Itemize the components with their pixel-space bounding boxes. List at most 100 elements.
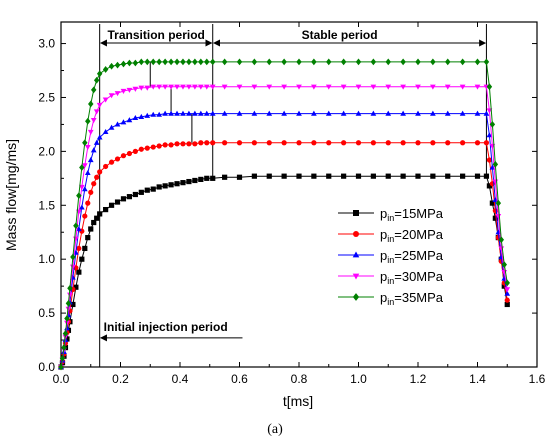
data-point	[251, 84, 258, 90]
data-point	[93, 109, 100, 115]
data-point	[352, 293, 360, 301]
data-point	[91, 181, 97, 187]
data-point	[355, 84, 362, 90]
data-point	[108, 93, 115, 99]
data-point	[65, 300, 72, 307]
data-point	[150, 144, 156, 150]
data-point	[174, 84, 180, 90]
svg-text:Initial injection period: Initial injection period	[104, 320, 228, 334]
data-point	[326, 58, 332, 66]
data-point	[138, 113, 145, 119]
data-point	[236, 84, 243, 90]
data-point	[281, 58, 287, 66]
data-point	[61, 344, 67, 351]
data-point	[459, 58, 466, 66]
data-point	[82, 139, 88, 147]
data-point	[120, 60, 127, 68]
y-tick-label: 1.0	[38, 252, 55, 266]
data-point	[192, 110, 198, 116]
data-point	[445, 173, 451, 179]
data-point	[168, 84, 174, 90]
y-tick-label: 3.0	[38, 37, 55, 51]
data-point	[79, 164, 85, 171]
data-point	[415, 140, 421, 146]
data-point	[88, 189, 94, 195]
data-point	[114, 121, 121, 127]
data-point	[75, 226, 82, 232]
legend-item: pin=25MPa	[338, 248, 444, 265]
data-point	[192, 84, 198, 90]
data-point	[221, 84, 228, 90]
data-point	[192, 58, 198, 66]
data-point	[156, 184, 162, 190]
data-point	[76, 192, 82, 199]
data-point	[108, 62, 115, 70]
svg-text:Transition period: Transition period	[108, 28, 205, 42]
data-point	[82, 213, 88, 219]
x-tick-label: 0.2	[112, 372, 129, 386]
data-point	[150, 186, 156, 192]
data-point	[483, 110, 490, 116]
data-point	[296, 173, 302, 179]
data-point	[459, 110, 466, 116]
data-point	[198, 140, 204, 146]
data-point	[385, 110, 392, 116]
data-point	[340, 58, 347, 66]
data-point	[186, 110, 192, 116]
data-point	[174, 58, 180, 66]
data-point	[221, 110, 228, 116]
data-point	[355, 58, 362, 66]
data-point	[370, 110, 377, 116]
data-point	[353, 210, 359, 216]
data-point	[474, 173, 481, 179]
data-point	[222, 174, 228, 180]
stable-period-annotation: Stable period	[213, 28, 487, 47]
data-point	[203, 84, 210, 90]
data-point	[341, 140, 347, 146]
data-point	[222, 140, 228, 146]
data-point	[504, 287, 511, 293]
data-point	[311, 140, 317, 146]
data-point	[114, 91, 121, 97]
data-point	[156, 111, 163, 117]
legend-label: pin=35MPa	[380, 290, 444, 307]
data-point	[355, 140, 362, 146]
data-point	[415, 58, 421, 66]
data-point	[251, 173, 257, 179]
data-point	[168, 142, 174, 148]
legend-item: pin=20MPa	[338, 227, 444, 244]
data-point	[311, 58, 317, 66]
data-point	[132, 191, 138, 198]
transition-period-annotation: Transition period	[99, 28, 213, 47]
data-point	[296, 140, 302, 146]
data-point	[400, 110, 406, 116]
data-point	[58, 363, 64, 371]
data-point	[65, 327, 72, 333]
data-point	[138, 146, 144, 152]
data-point	[168, 110, 174, 116]
data-point	[138, 58, 145, 66]
data-point	[486, 132, 493, 138]
data-point	[162, 110, 168, 116]
x-tick-label: 1.6	[529, 372, 546, 386]
data-point	[483, 58, 490, 66]
data-point	[88, 100, 94, 108]
data-point	[132, 148, 138, 154]
y-tick-label: 1.5	[38, 198, 55, 212]
data-point	[209, 58, 216, 66]
x-tick-label: 0.4	[172, 372, 189, 386]
data-point	[400, 173, 406, 179]
data-point	[221, 58, 228, 66]
data-point	[460, 173, 466, 179]
data-point	[120, 153, 127, 159]
data-point	[73, 284, 79, 290]
data-point	[64, 315, 70, 322]
data-point	[251, 140, 257, 146]
data-point	[281, 110, 287, 116]
data-point	[325, 84, 332, 90]
data-point	[209, 110, 216, 116]
data-point	[296, 58, 302, 66]
legend-item: pin=35MPa	[338, 290, 444, 307]
data-point	[103, 163, 109, 170]
data-point	[132, 86, 139, 92]
